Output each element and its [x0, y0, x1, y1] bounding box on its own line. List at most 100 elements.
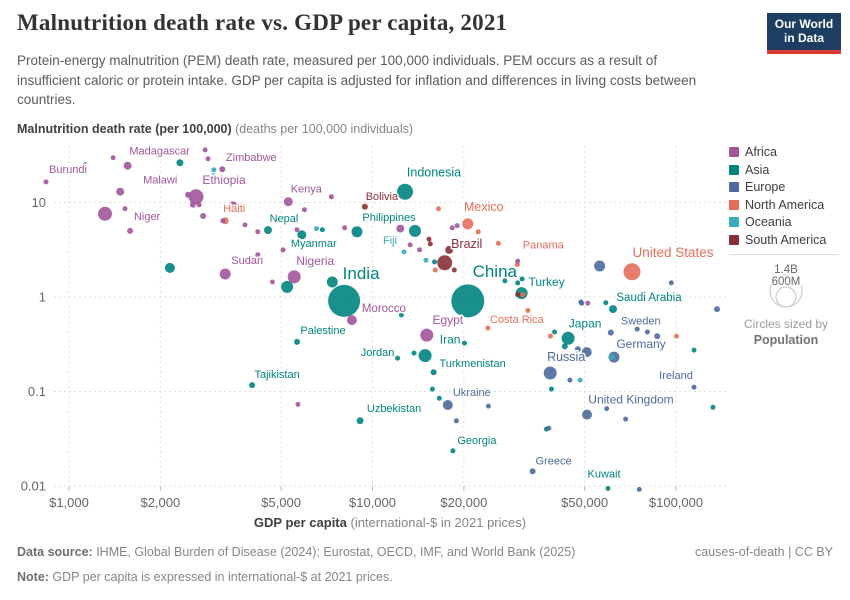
country-label-jordan[interactable]: Jordan [359, 346, 396, 361]
data-point[interactable] [634, 326, 640, 332]
data-point[interactable] [525, 308, 531, 313]
country-label-niger[interactable]: Niger [132, 209, 162, 224]
point-japan[interactable] [561, 331, 575, 345]
country-label-zimbabwe[interactable]: Zimbabwe [224, 151, 278, 166]
data-point[interactable] [280, 247, 286, 253]
legend-item-africa[interactable]: Africa [729, 146, 843, 159]
data-point[interactable] [281, 280, 294, 293]
data-point[interactable] [608, 354, 615, 361]
data-point[interactable] [295, 401, 301, 407]
country-label-panama[interactable]: Panama [521, 238, 566, 253]
country-label-tajikistan[interactable]: Tajikistan [253, 368, 301, 383]
data-point[interactable] [189, 201, 196, 208]
country-label-japan[interactable]: Japan [567, 315, 603, 332]
data-point[interactable] [515, 280, 521, 286]
point-russia[interactable] [543, 366, 557, 380]
point-sudan[interactable] [219, 268, 231, 280]
data-point[interactable] [552, 329, 558, 335]
data-point[interactable] [411, 350, 417, 356]
data-point[interactable] [164, 262, 175, 273]
data-point[interactable] [674, 333, 679, 339]
point-palestine[interactable] [294, 338, 300, 345]
data-point[interactable] [196, 202, 202, 208]
legend-item-oceania[interactable]: Oceania [729, 216, 843, 229]
country-label-sudan[interactable]: Sudan [230, 254, 265, 269]
data-point[interactable] [407, 242, 413, 248]
data-point[interactable] [200, 213, 207, 219]
data-point[interactable] [202, 147, 208, 153]
legend-item-south-america[interactable]: South America [729, 233, 843, 247]
data-point[interactable] [211, 167, 217, 173]
data-point[interactable] [342, 225, 348, 231]
country-label-saudi-arabia[interactable]: Saudi Arabia [615, 291, 684, 306]
data-point[interactable] [445, 245, 454, 254]
country-label-nigeria[interactable]: Nigeria [295, 252, 336, 269]
data-point[interactable] [220, 218, 226, 224]
country-label-nepal[interactable]: Nepal [268, 212, 300, 227]
legend-item-europe[interactable]: Europe [729, 181, 843, 194]
data-point[interactable] [691, 347, 697, 353]
point-philippines[interactable] [351, 226, 363, 238]
data-point[interactable] [426, 236, 432, 242]
point-jordan[interactable] [395, 355, 401, 361]
data-point[interactable] [328, 194, 334, 200]
point-ethiopia[interactable] [188, 189, 204, 205]
data-point[interactable] [604, 406, 610, 412]
data-point[interactable] [519, 276, 525, 282]
data-point[interactable] [453, 418, 459, 424]
point-bolivia[interactable] [361, 203, 368, 210]
country-label-united-states[interactable]: United States [631, 243, 715, 261]
point-kuwait[interactable] [605, 486, 611, 491]
data-point[interactable] [502, 278, 508, 284]
country-label-myanmar[interactable]: Myanmar [289, 236, 338, 251]
country-label-brazil[interactable]: Brazil [450, 235, 484, 252]
data-point[interactable] [603, 300, 609, 306]
point-niger[interactable] [127, 227, 134, 234]
point-burundi[interactable] [43, 179, 49, 185]
country-label-palestine[interactable]: Palestine [299, 323, 347, 338]
country-label-sweden[interactable]: Sweden [619, 314, 662, 329]
point-mexico[interactable] [462, 218, 474, 230]
country-label-mexico[interactable]: Mexico [463, 198, 506, 215]
point-indonesia[interactable] [397, 183, 413, 200]
data-point[interactable] [654, 333, 661, 340]
country-label-china[interactable]: China [471, 260, 519, 282]
data-point[interactable] [429, 386, 435, 392]
data-point[interactable] [594, 260, 606, 272]
country-label-haiti[interactable]: Haiti [222, 201, 247, 216]
data-point[interactable] [255, 229, 261, 235]
data-point[interactable] [98, 206, 112, 221]
point-united-states[interactable] [623, 263, 641, 281]
data-point[interactable] [432, 267, 438, 273]
country-label-turkmenistan[interactable]: Turkmenistan [438, 357, 507, 372]
point-iran[interactable] [418, 349, 432, 363]
country-label-united-kingdom[interactable]: United Kingdom [587, 391, 675, 408]
country-label-philippines[interactable]: Philippines [361, 210, 418, 225]
country-label-burundi[interactable]: Burundi [48, 162, 89, 177]
point-georgia[interactable] [450, 448, 456, 454]
data-point[interactable] [409, 224, 421, 237]
country-label-ethiopia[interactable]: Ethiopia [201, 171, 248, 188]
country-label-iran[interactable]: Iran [438, 331, 462, 348]
point-saudi-arabia[interactable] [609, 305, 617, 314]
point-costa-rica[interactable] [485, 325, 491, 331]
data-point[interactable] [427, 241, 433, 247]
data-point[interactable] [449, 225, 455, 231]
data-point[interactable] [585, 300, 591, 306]
point-nigeria[interactable] [287, 270, 301, 284]
data-point[interactable] [462, 340, 467, 346]
data-point[interactable] [205, 156, 211, 162]
data-point[interactable] [228, 201, 238, 211]
data-point[interactable] [636, 486, 642, 492]
point-fiji[interactable] [401, 249, 407, 255]
data-point[interactable] [549, 386, 554, 392]
point-ireland[interactable] [691, 384, 697, 390]
data-point[interactable] [110, 155, 116, 161]
point-nepal[interactable] [264, 226, 272, 235]
data-point[interactable] [548, 333, 553, 339]
point-madagascar[interactable] [123, 161, 132, 170]
legend-item-asia[interactable]: Asia [729, 163, 843, 177]
country-label-egypt[interactable]: Egypt [431, 312, 465, 329]
country-label-costa-rica[interactable]: Costa Rica [489, 313, 547, 328]
data-point[interactable] [436, 395, 442, 401]
